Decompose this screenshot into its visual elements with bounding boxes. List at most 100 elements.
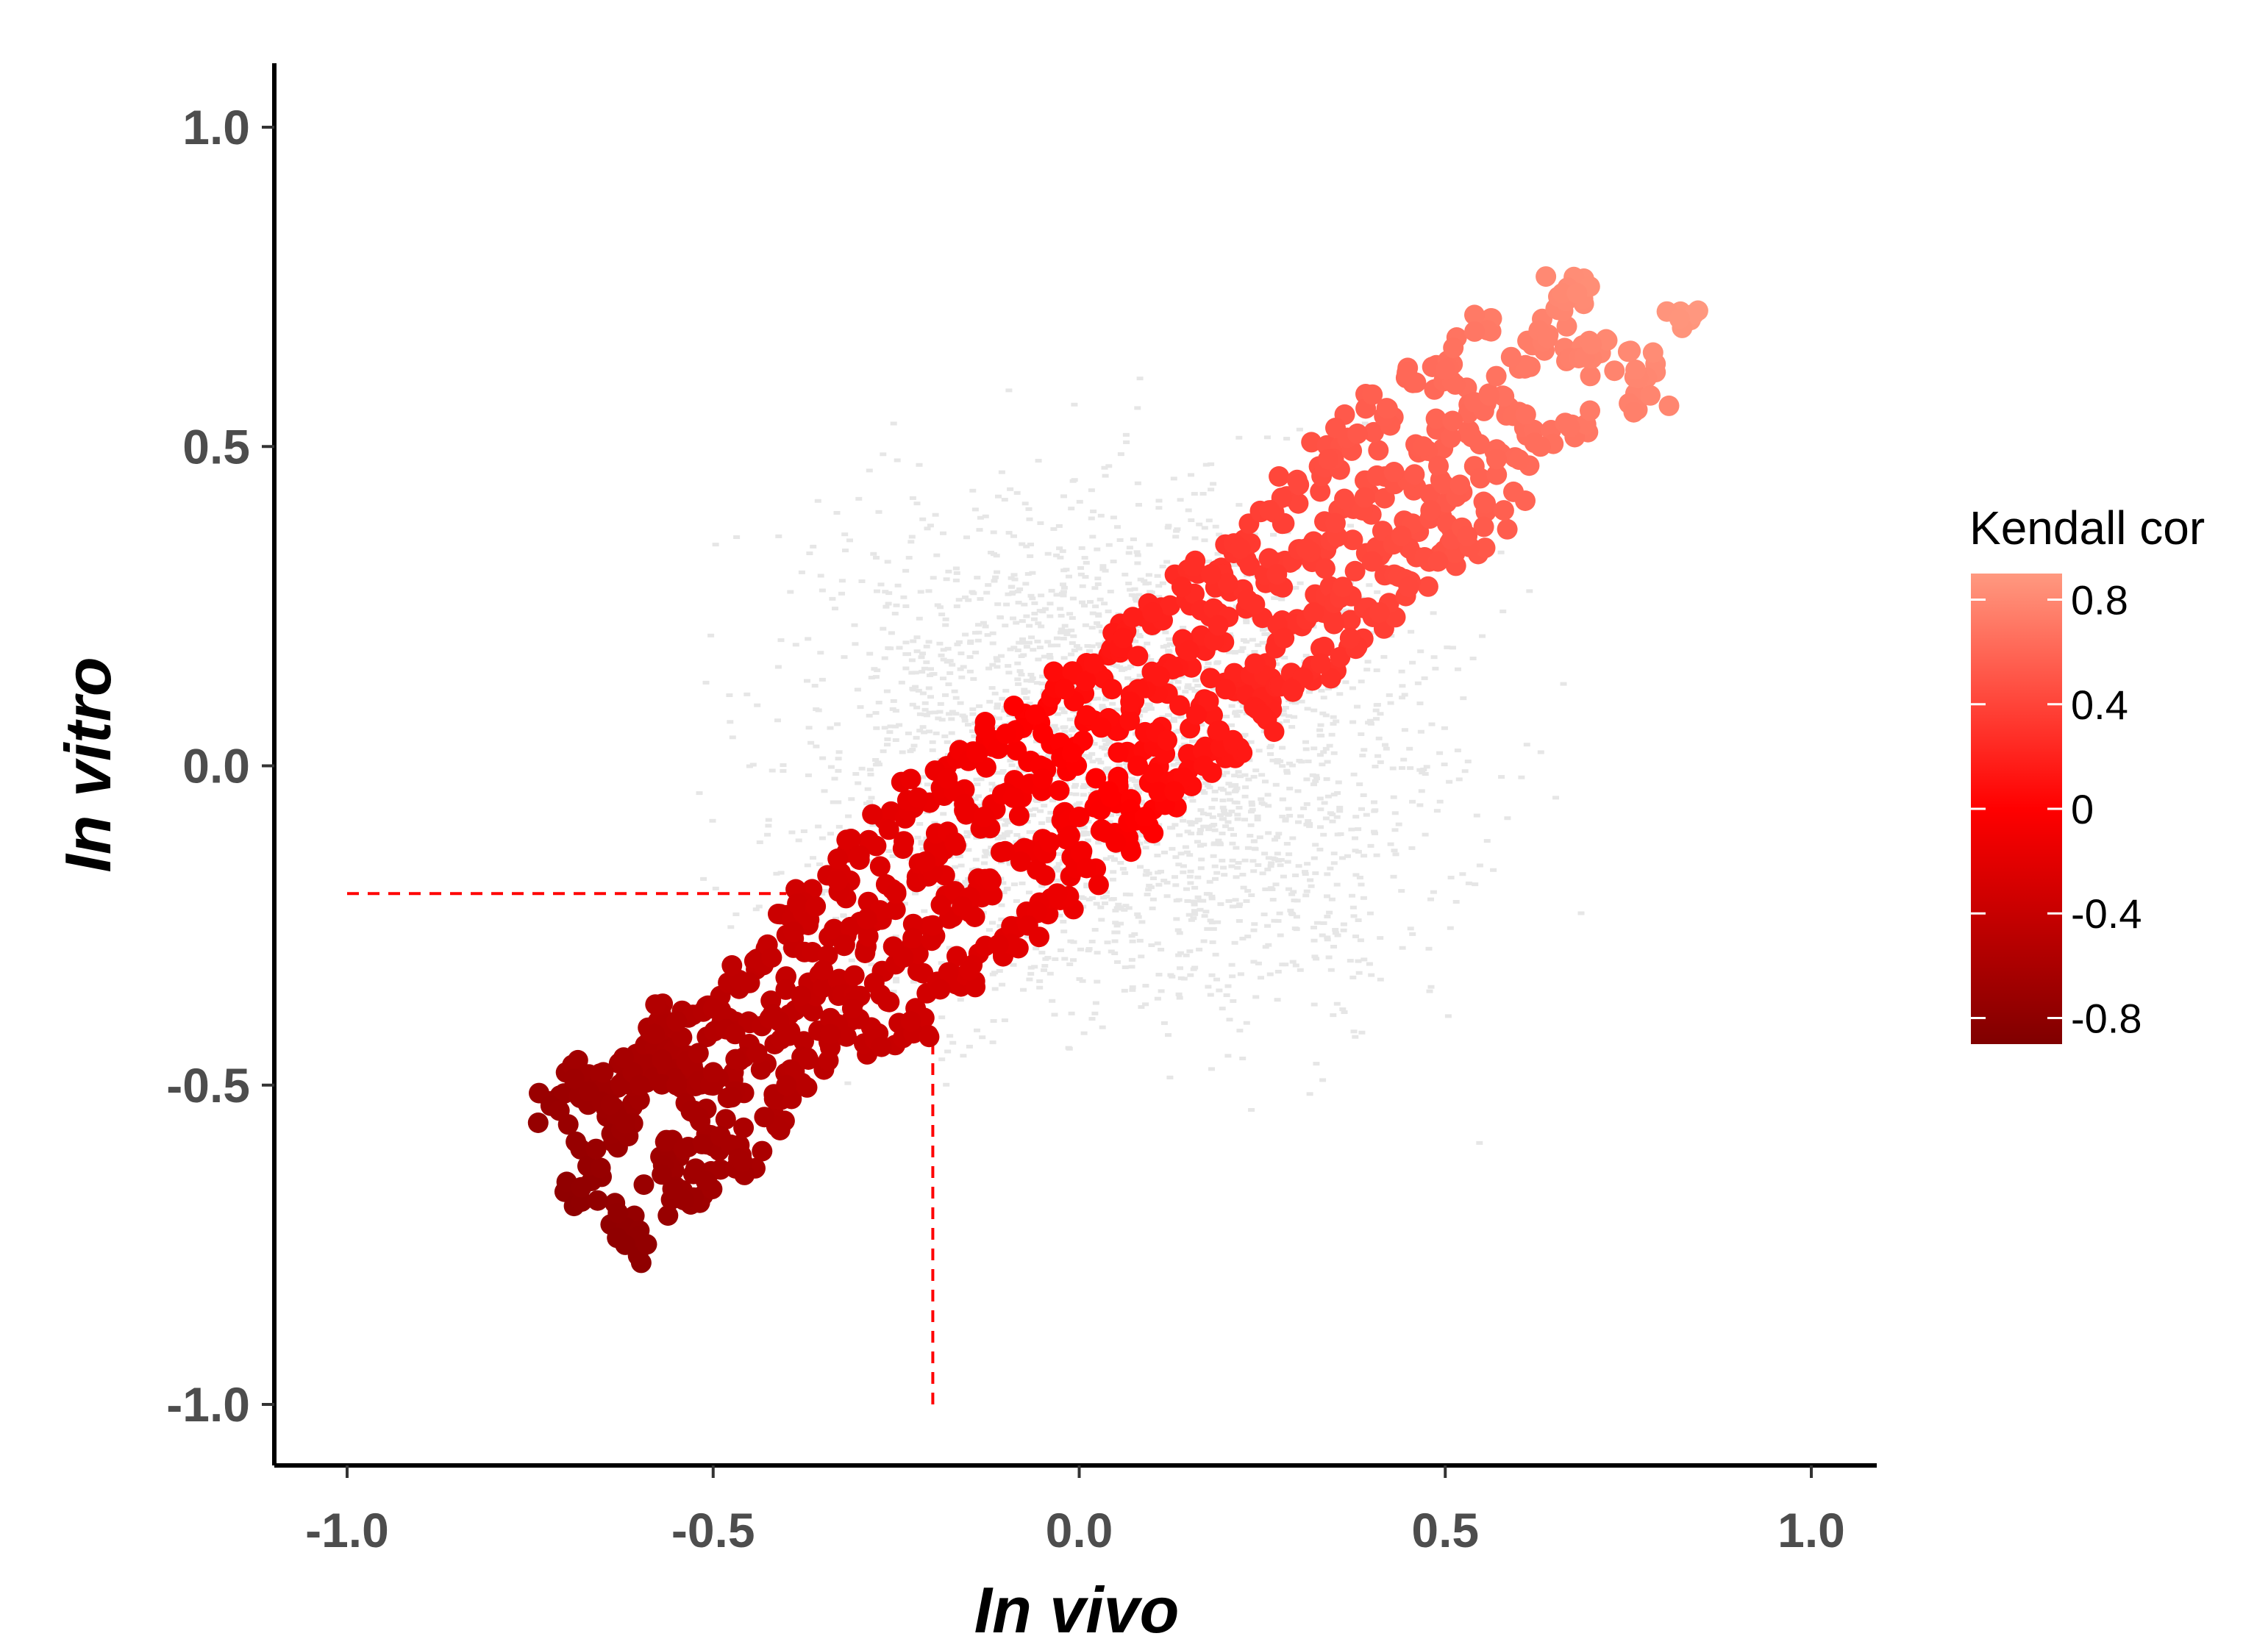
background-point	[1194, 895, 1202, 899]
background-point	[1302, 872, 1309, 876]
highlighted-point	[1556, 315, 1577, 337]
background-point	[966, 1044, 973, 1049]
background-point	[1251, 922, 1258, 926]
background-point	[1066, 734, 1073, 738]
background-point	[1407, 766, 1414, 771]
background-point	[1041, 804, 1048, 808]
background-point	[1184, 829, 1191, 834]
background-point	[1053, 593, 1060, 597]
background-point	[898, 680, 905, 685]
background-point	[1250, 869, 1258, 874]
background-point	[916, 729, 924, 733]
background-point	[1504, 816, 1511, 821]
background-point	[946, 659, 954, 663]
background-point	[1523, 743, 1530, 747]
highlighted-point	[1428, 455, 1449, 476]
background-point	[1121, 988, 1128, 993]
background-point	[1205, 518, 1213, 523]
background-point	[1427, 897, 1434, 901]
background-point	[986, 699, 994, 704]
background-point	[727, 925, 735, 929]
background-point	[1026, 624, 1033, 628]
background-point	[835, 800, 842, 804]
background-point	[955, 854, 962, 858]
background-point	[1302, 893, 1310, 898]
background-point	[1106, 820, 1113, 824]
background-point	[1134, 553, 1141, 557]
highlighted-point	[1552, 282, 1573, 304]
background-point	[1170, 716, 1177, 721]
background-point	[1075, 646, 1083, 651]
background-point	[1560, 682, 1567, 686]
background-point	[913, 705, 921, 710]
background-point	[919, 670, 926, 674]
background-point	[1264, 793, 1272, 797]
background-point	[991, 971, 999, 975]
background-point	[1224, 813, 1232, 817]
background-point	[1088, 626, 1096, 630]
background-point	[1046, 971, 1054, 976]
background-point	[994, 702, 1001, 707]
background-point	[819, 891, 826, 896]
background-point	[1271, 918, 1278, 923]
background-point	[1066, 574, 1072, 579]
background-point	[1206, 879, 1213, 884]
background-point	[1272, 782, 1280, 787]
background-point	[1024, 935, 1031, 939]
background-point	[1097, 644, 1105, 649]
background-point	[1537, 750, 1544, 754]
highlighted-point	[754, 1107, 775, 1128]
background-point	[1455, 777, 1463, 782]
background-point	[788, 830, 796, 835]
background-point	[1016, 766, 1023, 771]
background-point	[912, 685, 919, 689]
background-point	[1208, 896, 1216, 901]
background-point	[949, 1040, 957, 1045]
background-point	[1127, 588, 1134, 592]
background-point	[1186, 949, 1194, 954]
background-point	[1263, 626, 1270, 631]
background-point	[1016, 587, 1024, 591]
highlighted-point	[1366, 465, 1388, 486]
background-point	[1476, 1140, 1483, 1145]
background-point	[1049, 799, 1056, 803]
background-point	[1134, 406, 1141, 410]
background-point	[1372, 765, 1379, 768]
background-point	[1134, 912, 1141, 916]
background-point	[1095, 840, 1102, 845]
highlighted-point	[1160, 595, 1180, 616]
background-point	[1041, 968, 1047, 972]
background-point	[1165, 713, 1172, 718]
highlighted-point	[1296, 538, 1317, 560]
background-point	[1036, 979, 1044, 983]
background-point	[1108, 855, 1115, 860]
highlighted-point	[849, 845, 870, 866]
highlighted-point	[1669, 308, 1690, 329]
background-point	[1227, 798, 1234, 802]
background-point	[1322, 713, 1330, 718]
background-point	[700, 876, 707, 881]
background-point	[1188, 832, 1195, 836]
background-point	[969, 488, 977, 493]
background-point	[1085, 949, 1092, 953]
background-point	[1038, 951, 1046, 955]
highlighted-point	[1405, 372, 1427, 393]
background-point	[1248, 893, 1255, 897]
highlighted-point	[938, 962, 959, 983]
x-tick-label: 0.0	[1046, 1503, 1113, 1557]
background-point	[1247, 823, 1255, 827]
background-point	[1465, 881, 1472, 885]
background-point	[1047, 810, 1055, 815]
background-point	[1228, 723, 1235, 727]
background-point	[1090, 788, 1097, 792]
background-point	[1245, 777, 1252, 782]
highlighted-point	[1404, 464, 1425, 485]
background-point	[1077, 832, 1084, 836]
background-point	[1302, 654, 1310, 658]
background-point	[1248, 1108, 1255, 1112]
background-point	[754, 703, 761, 707]
background-point	[1097, 760, 1105, 765]
background-point	[792, 643, 799, 647]
highlighted-point	[691, 1133, 713, 1154]
highlighted-point	[1001, 915, 1022, 937]
